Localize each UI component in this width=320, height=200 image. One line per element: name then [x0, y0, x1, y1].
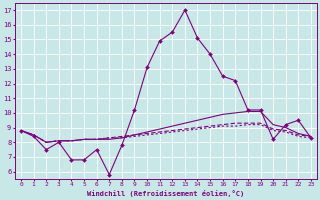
X-axis label: Windchill (Refroidissement éolien,°C): Windchill (Refroidissement éolien,°C)	[87, 190, 244, 197]
